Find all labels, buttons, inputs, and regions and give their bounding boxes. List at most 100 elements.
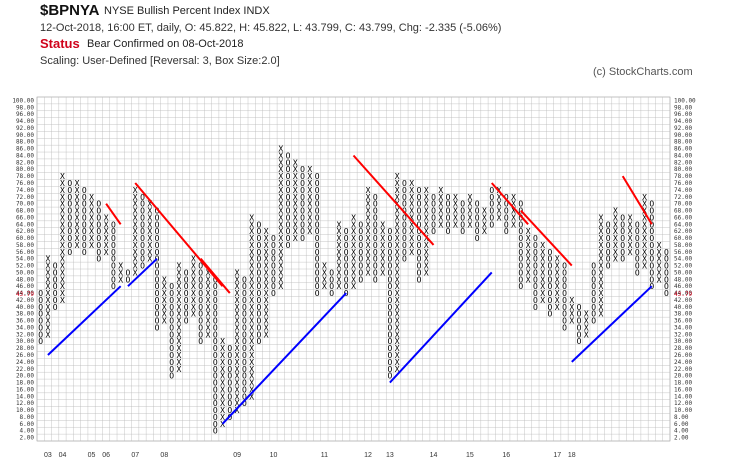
o-box: O (155, 248, 160, 257)
x-box: X (307, 207, 312, 216)
x-box: X (89, 241, 94, 250)
x-box: X (497, 213, 502, 222)
x-box: X (395, 262, 400, 271)
x-box: X (395, 303, 400, 312)
x-box: X (555, 282, 560, 291)
x-box: X (60, 227, 65, 236)
o-box: O (155, 323, 160, 332)
o-box: O (242, 385, 247, 394)
o-box: O (489, 207, 494, 216)
o-box: O (402, 241, 407, 250)
x-box: X (409, 193, 414, 202)
x-box: X (220, 358, 225, 367)
x-box: X (337, 275, 342, 284)
o-box: O (417, 227, 422, 236)
o-box: O (606, 227, 611, 236)
o-box: O (373, 275, 378, 284)
o-box: O (271, 275, 276, 284)
o-box: O (387, 275, 392, 284)
x-box: X (206, 289, 211, 298)
o-box: O (387, 282, 392, 291)
x-box: X (264, 289, 269, 298)
o-box: O (533, 289, 538, 298)
o-box: O (446, 227, 451, 236)
x-box: X (540, 282, 545, 291)
y-tick-label: 6.00 (674, 421, 689, 428)
x-box: X (60, 241, 65, 250)
o-box: O (649, 207, 654, 216)
x-box: X (249, 248, 254, 257)
x-box: X (424, 186, 429, 195)
o-box: O (184, 289, 189, 298)
x-box: X (264, 323, 269, 332)
o-box: O (256, 262, 261, 271)
chart-trendlines (47, 154, 653, 425)
y-tick-label: 80.00 (674, 166, 692, 173)
x-box: X (60, 289, 65, 298)
x-box: X (104, 241, 109, 250)
x-box: X (482, 213, 487, 222)
x-box: X (657, 255, 662, 264)
x-box: X (235, 330, 240, 339)
x-box: X (264, 241, 269, 250)
o-box: O (96, 227, 101, 236)
x-box: X (104, 248, 109, 257)
o-box: O (387, 296, 392, 305)
x-box: X (278, 213, 283, 222)
y-tick-label: 82.00 (674, 159, 692, 166)
o-box: O (460, 207, 465, 216)
o-box: O (562, 310, 567, 319)
x-box: X (278, 158, 283, 167)
o-box: O (373, 241, 378, 250)
y-tick-label: 32.00 (16, 331, 34, 338)
o-box: O (620, 227, 625, 236)
x-box: X (293, 234, 298, 243)
o-box: O (140, 227, 145, 236)
o-box: O (446, 207, 451, 216)
x-box: X (497, 193, 502, 202)
support-trendline (127, 257, 158, 287)
x-tick-label: 07 (131, 452, 139, 459)
o-box: O (387, 255, 392, 264)
o-box: O (664, 248, 669, 257)
y-tick-label: 80.00 (16, 166, 34, 173)
o-box: O (373, 213, 378, 222)
x-box: X (45, 275, 50, 284)
x-box: X (453, 193, 458, 202)
x-tick-label: 16 (502, 452, 510, 459)
o-box: O (489, 193, 494, 202)
x-box: X (555, 275, 560, 284)
o-box: O (256, 330, 261, 339)
x-box: X (569, 317, 574, 326)
o-box: O (155, 282, 160, 291)
o-box: O (504, 213, 509, 222)
x-box: X (424, 248, 429, 257)
x-box: X (424, 234, 429, 243)
x-box: X (220, 385, 225, 394)
o-box: O (649, 213, 654, 222)
x-box: X (424, 241, 429, 250)
o-box: O (387, 337, 392, 346)
o-box: O (548, 296, 553, 305)
x-box: X (337, 241, 342, 250)
y-tick-label: 42.00 (674, 297, 692, 304)
x-box: X (60, 296, 65, 305)
x-box: X (206, 310, 211, 319)
x-box: X (249, 317, 254, 326)
y-tick-label: 76.00 (674, 180, 692, 187)
o-box: O (446, 200, 451, 209)
o-box: O (402, 234, 407, 243)
y-tick-label: 94.00 (16, 118, 34, 125)
y-tick-label: 100.00 (12, 97, 34, 104)
o-box: O (213, 351, 218, 360)
x-tick-label: 09 (233, 452, 241, 459)
x-box: X (598, 289, 603, 298)
x-box: X (337, 282, 342, 291)
x-box: X (395, 179, 400, 188)
y-tick-label: 50.00 (16, 269, 34, 276)
o-box: O (198, 337, 203, 346)
x-box: X (337, 227, 342, 236)
o-box: O (242, 323, 247, 332)
o-box: O (489, 213, 494, 222)
o-box: O (387, 268, 392, 277)
